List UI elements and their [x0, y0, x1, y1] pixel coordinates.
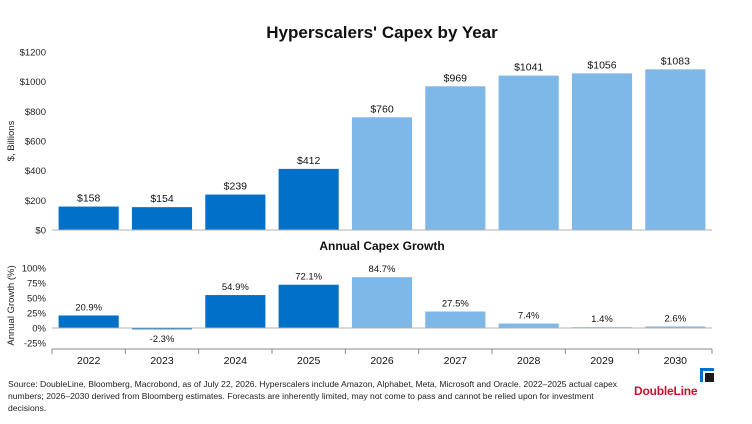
- y-axis-label: $, Billions: [6, 120, 17, 161]
- growth-y-tick-label: -25%: [24, 339, 47, 350]
- growth-data-label: 2.6%: [665, 313, 687, 324]
- growth-chart-title: Annual Capex Growth: [319, 239, 444, 253]
- growth-data-label: -2.3%: [150, 334, 175, 345]
- capex-data-label: $1056: [587, 59, 616, 71]
- capex-data-label: $1083: [661, 55, 690, 67]
- y-tick-label: $400: [25, 166, 46, 177]
- growth-bar: [351, 277, 413, 328]
- growth-bar: [131, 328, 193, 330]
- growth-bar: [205, 295, 266, 328]
- growth-y-tick-label: 75%: [27, 279, 47, 290]
- growth-data-label: 27.5%: [442, 299, 469, 310]
- capex-data-label: $158: [77, 193, 101, 205]
- x-tick-label: 2027: [444, 355, 468, 367]
- growth-y-tick-label: 100%: [22, 264, 47, 275]
- growth-bar: [645, 326, 706, 328]
- growth-data-label: 1.4%: [591, 314, 613, 325]
- source-note: Source: DoubleLine, Bloomberg, Macrobond…: [8, 379, 618, 413]
- growth-bar: [278, 284, 339, 328]
- growth-data-label: 72.1%: [295, 272, 322, 283]
- chart-title: Hyperscalers' Capex by Year: [266, 23, 498, 42]
- y-tick-label: $200: [25, 196, 46, 207]
- growth-data-label: 84.7%: [369, 264, 396, 275]
- capex-data-label: $969: [444, 72, 468, 84]
- x-tick-label: 2030: [664, 355, 688, 367]
- capex-data-label: $239: [224, 181, 248, 193]
- capex-bar: [58, 206, 119, 230]
- y-tick-label: $1000: [20, 77, 46, 88]
- capex-data-label: $412: [297, 155, 321, 167]
- capex-bar: [645, 69, 706, 230]
- capex-bar: [278, 168, 339, 230]
- growth-y-tick-label: 0%: [32, 324, 46, 335]
- growth-bar: [58, 315, 119, 328]
- x-tick-label: 2024: [224, 355, 248, 367]
- growth-y-tick-label: 25%: [27, 309, 47, 320]
- capex-bar: [571, 73, 633, 230]
- x-tick-label: 2028: [517, 355, 541, 367]
- growth-data-label: 7.4%: [518, 311, 540, 322]
- growth-data-label: 20.9%: [75, 302, 102, 313]
- growth-bar: [498, 323, 559, 328]
- y-tick-label: $800: [25, 107, 46, 118]
- capex-data-label: $154: [150, 193, 174, 205]
- brand-logo: DoubleLine: [634, 384, 698, 398]
- y-tick-label: $1200: [20, 48, 46, 59]
- x-tick-label: 2025: [297, 355, 321, 367]
- capex-bar: [205, 194, 266, 230]
- growth-bar: [425, 311, 486, 328]
- capex-bar: [425, 86, 486, 230]
- x-tick-label: 2026: [370, 355, 394, 367]
- x-tick-label: 2022: [77, 355, 101, 367]
- capex-data-label: $1041: [514, 62, 543, 74]
- y-tick-label: $600: [25, 137, 46, 148]
- capex-bar: [131, 207, 193, 230]
- capex-chart: Hyperscalers' Capex by Year $, Billions $0…: [6, 23, 713, 367]
- capex-bar: [498, 75, 559, 231]
- capex-data-label: $760: [370, 103, 394, 115]
- growth-y-tick-label: 50%: [27, 294, 47, 305]
- y-tick-label: $0: [35, 226, 46, 237]
- x-tick-label: 2029: [590, 355, 614, 367]
- x-tick-label: 2023: [150, 355, 174, 367]
- brand-mark-icon: [700, 368, 714, 382]
- growth-data-label: 54.9%: [222, 282, 249, 293]
- capex-bar: [351, 117, 413, 230]
- growth-y-axis-label: Annual Growth (%): [6, 265, 17, 345]
